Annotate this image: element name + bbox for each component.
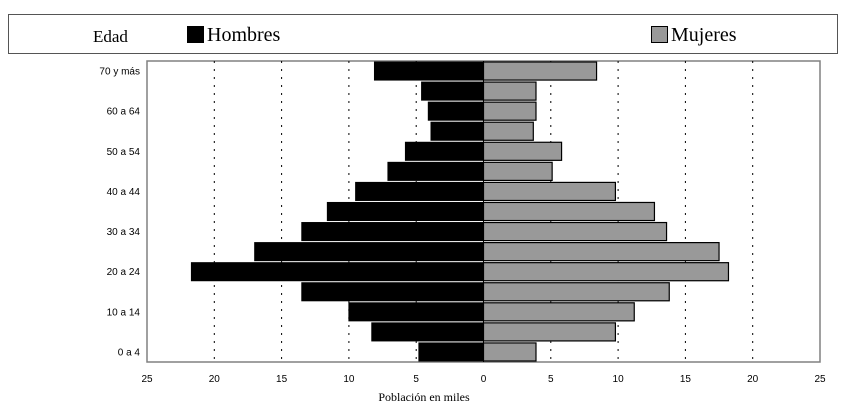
x-tick-label: 10 [613,374,625,385]
y-tick-label: 10 a 14 [107,307,141,318]
bar-mujeres [482,101,537,121]
bar-mujeres [482,61,598,81]
age-axis-title: Edad [93,27,128,46]
bar-hombres [421,81,485,101]
y-tick-label: 60 a 64 [107,107,141,118]
bar-hombres [427,101,484,121]
y-tick-label: 30 a 34 [107,227,141,238]
x-tick-label: 15 [680,374,692,385]
y-tick-label: 0 a 4 [118,347,141,358]
bar-hombres [190,262,484,282]
bar-hombres [326,201,485,222]
women-legend-swatch [651,26,668,43]
bar-mujeres [482,242,720,262]
bar-hombres [371,322,485,342]
bar-hombres [373,61,484,81]
x-tick-label: 0 [481,374,487,385]
y-tick-label: 70 y más [99,67,140,78]
x-tick-label: 5 [413,374,419,385]
bar-mujeres [482,302,635,322]
x-tick-label: 20 [747,374,759,385]
bar-hombres [355,181,485,201]
chart-header-box: Edad Hombres Mujeres [8,14,838,54]
bar-hombres [430,121,485,141]
bar-mujeres [482,201,656,222]
men-legend-label: Hombres [207,24,281,46]
bar-mujeres [482,81,537,101]
men-legend-swatch [187,26,204,43]
bar-hombres [254,242,484,262]
bar-mujeres [482,221,668,242]
bar-mujeres [482,181,617,202]
bar-hombres [404,141,485,161]
bar-mujeres [482,322,617,342]
bar-mujeres [482,121,534,141]
x-tick-label: 15 [276,374,288,385]
bar-mujeres [482,141,563,161]
bar-mujeres [482,342,537,362]
y-tick-label: 40 a 44 [107,187,141,198]
bar-hombres [418,342,484,362]
bar-mujeres [482,161,553,181]
bar-mujeres [482,282,670,302]
bar-mujeres [482,262,730,282]
bar-hombres [301,222,485,242]
y-tick-label: 20 a 24 [107,267,141,278]
women-legend-label: Mujeres [671,24,737,46]
x-tick-label: 20 [209,374,221,385]
bar-hombres [387,161,484,181]
y-tick-label: 50 a 54 [107,147,141,158]
x-tick-label: 5 [548,374,554,385]
x-tick-label: 10 [343,374,355,385]
x-axis-title: Población en miles [378,390,470,404]
x-tick-label: 25 [141,374,153,385]
bar-hombres [348,302,484,322]
x-tick-label: 25 [814,374,826,385]
bar-hombres [301,282,485,302]
